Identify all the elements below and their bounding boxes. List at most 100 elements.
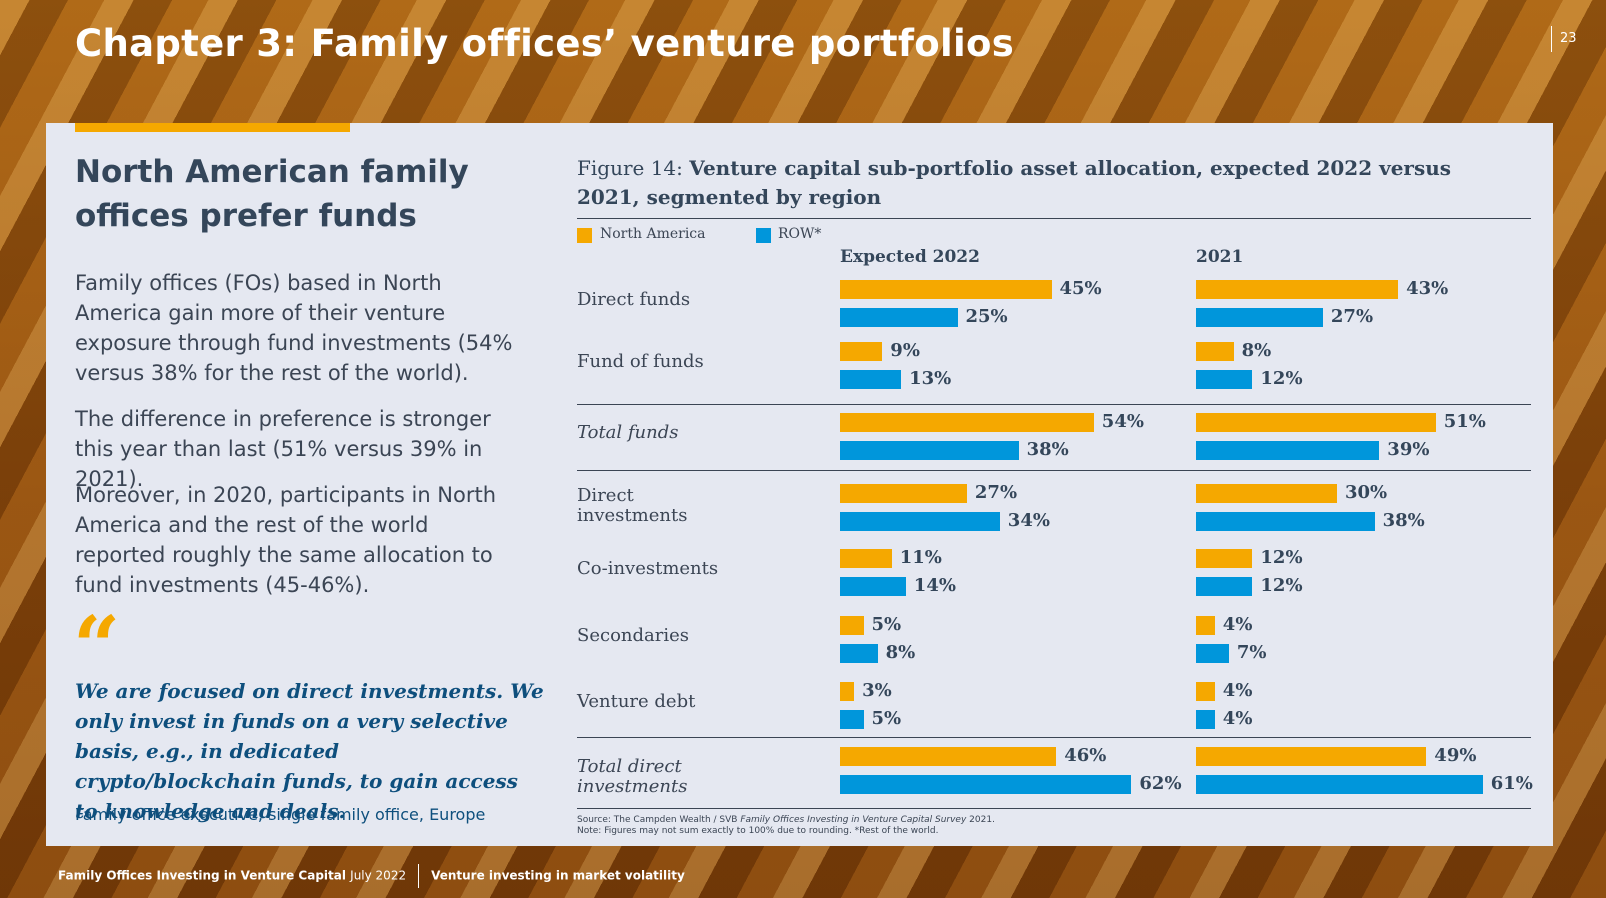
page-title: Chapter 3: Family offices’ venture portf… — [75, 22, 1015, 65]
legend-label-row: ROW* — [778, 226, 822, 242]
body-paragraph: Family offices (FOs) based in North Amer… — [75, 271, 513, 385]
bar-north-america-expected-2022 — [840, 342, 883, 361]
data-label: 3% — [862, 680, 892, 701]
data-label: 9% — [890, 340, 920, 361]
data-label: 46% — [1064, 745, 1107, 766]
footer-separator — [418, 864, 420, 888]
bar-row-2021 — [1196, 577, 1253, 596]
source-prefix: Source: The Campden Wealth / SVB — [577, 815, 741, 825]
bar-north-america-expected-2022 — [840, 413, 1094, 432]
section-heading: North American family offices prefer fun… — [75, 154, 469, 234]
bar-north-america-expected-2022 — [840, 747, 1057, 766]
footer: Family Offices Investing in Venture Capi… — [58, 864, 685, 888]
data-label: 11% — [899, 547, 942, 568]
data-label: 30% — [1345, 482, 1388, 503]
figure-label: Figure 14: — [577, 156, 690, 180]
bar-north-america-2021 — [1196, 682, 1215, 701]
figure-note: Note: Figures may not sum exactly to 100… — [577, 826, 939, 836]
bar-row-expected-2022 — [840, 308, 958, 327]
title-rule — [577, 218, 1531, 219]
data-label: 34% — [1007, 510, 1050, 531]
bar-north-america-2021 — [1196, 616, 1215, 635]
bar-north-america-2021 — [1196, 280, 1399, 299]
source-suffix: 2021. — [966, 815, 995, 825]
quote-mark-icon: “ — [73, 599, 121, 695]
data-label: 4% — [1222, 680, 1253, 701]
page-number: 23 — [1551, 26, 1577, 52]
bar-row-2021 — [1196, 308, 1323, 327]
legend-swatch-row — [756, 228, 771, 243]
bar-north-america-2021 — [1196, 747, 1427, 766]
footer-section: Venture investing in market volatility — [431, 868, 685, 883]
data-label: 8% — [885, 642, 916, 663]
data-label: 54% — [1101, 411, 1144, 432]
divider-rule — [577, 404, 1531, 405]
data-label: 38% — [1382, 510, 1425, 531]
data-label: 13% — [909, 368, 952, 389]
bar-row-expected-2022 — [840, 644, 878, 663]
data-label: 5% — [871, 614, 902, 635]
divider-rule — [577, 737, 1531, 738]
bar-north-america-2021 — [1196, 549, 1253, 568]
data-label: 61% — [1490, 773, 1533, 794]
column-header-expected-2022: Expected 2022 — [840, 247, 980, 267]
category-label: Direct investments — [577, 485, 688, 526]
divider-rule — [577, 470, 1531, 471]
data-label: 14% — [913, 575, 956, 596]
data-label: 38% — [1026, 439, 1069, 460]
data-label: 49% — [1434, 745, 1477, 766]
body-paragraph: The difference in preference is stronger… — [75, 407, 491, 491]
bar-row-expected-2022 — [840, 512, 1000, 531]
pull-quote: We are focused on direct investments. We… — [75, 679, 544, 823]
data-label: 25% — [965, 306, 1008, 327]
bar-row-2021 — [1196, 512, 1375, 531]
bar-north-america-expected-2022 — [840, 549, 892, 568]
source-rule — [577, 808, 1531, 809]
bar-row-expected-2022 — [840, 775, 1132, 794]
category-label: Co-investments — [577, 558, 719, 579]
figure-source: Source: The Campden Wealth / SVB Family … — [577, 815, 995, 837]
data-label: 12% — [1260, 368, 1303, 389]
data-label: 27% — [974, 482, 1018, 503]
category-label: Venture debt — [577, 691, 696, 712]
bar-north-america-expected-2022 — [840, 280, 1052, 299]
data-label: 62% — [1139, 773, 1182, 794]
bar-row-2021 — [1196, 775, 1483, 794]
data-label: 43% — [1406, 278, 1449, 299]
bar-row-2021 — [1196, 370, 1253, 389]
category-label: Secondaries — [577, 625, 689, 646]
data-label: 4% — [1222, 708, 1253, 729]
data-label: 7% — [1236, 642, 1267, 663]
quote-attribution: Family office executive, single family o… — [75, 805, 486, 824]
accent-bar — [75, 123, 350, 132]
bar-row-2021 — [1196, 710, 1215, 729]
bar-row-expected-2022 — [840, 441, 1019, 460]
category-label: Total direct investments — [577, 756, 688, 797]
category-label: Direct funds — [577, 289, 691, 310]
bar-north-america-2021 — [1196, 484, 1337, 503]
data-label: 12% — [1260, 547, 1303, 568]
bar-north-america-expected-2022 — [840, 484, 967, 503]
data-label: 45% — [1059, 278, 1102, 299]
legend-label-north-america: North America — [600, 226, 706, 242]
data-label: 12% — [1260, 575, 1303, 596]
bar-row-2021 — [1196, 441, 1380, 460]
body-paragraph: Moreover, in 2020, participants in North… — [75, 483, 497, 597]
figure-title-text: Venture capital sub-portfolio asset allo… — [577, 156, 1452, 209]
bar-north-america-2021 — [1196, 342, 1234, 361]
bar-north-america-2021 — [1196, 413, 1436, 432]
legend-swatch-north-america — [577, 228, 592, 243]
footer-date: July 2022 — [350, 868, 407, 883]
data-label: 5% — [871, 708, 902, 729]
data-label: 4% — [1222, 614, 1253, 635]
bar-row-2021 — [1196, 644, 1229, 663]
data-label: 51% — [1443, 411, 1486, 432]
bar-row-expected-2022 — [840, 370, 902, 389]
bar-north-america-expected-2022 — [840, 616, 864, 635]
data-label: 8% — [1241, 340, 1272, 361]
footer-publication: Family Offices Investing in Venture Capi… — [58, 868, 346, 883]
bar-row-expected-2022 — [840, 577, 906, 596]
category-label: Total funds — [577, 422, 679, 443]
category-label: Fund of funds — [577, 351, 704, 372]
figure-title: Figure 14: Venture capital sub-portfolio… — [577, 154, 1457, 212]
